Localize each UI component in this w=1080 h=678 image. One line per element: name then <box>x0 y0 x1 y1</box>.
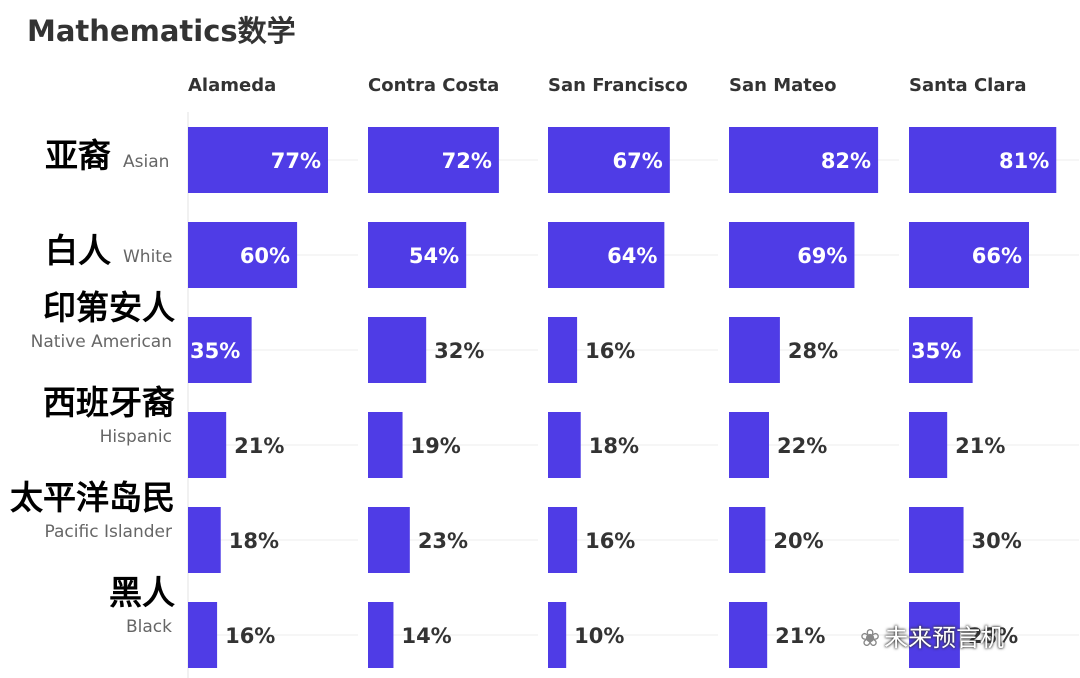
bar-value-label: 21% <box>234 434 284 458</box>
bar-value-label: 35% <box>911 339 961 363</box>
bar <box>368 222 467 288</box>
bar-value-label: 72% <box>442 149 492 173</box>
bar <box>729 317 780 383</box>
bar <box>729 127 879 193</box>
bar-value-label: 14% <box>401 624 451 648</box>
category-label-en: Hispanic <box>100 427 172 447</box>
bar <box>548 127 670 193</box>
bar <box>188 222 298 288</box>
bar-value-label: 64% <box>607 244 657 268</box>
bar-value-label: 18% <box>589 434 639 458</box>
bar <box>548 602 567 668</box>
bar-value-label: 28% <box>788 339 838 363</box>
bar <box>368 317 427 383</box>
watermark: ❀ 未来预言机 <box>860 618 1004 653</box>
bar-value-label: 66% <box>972 244 1022 268</box>
county-label: San Francisco <box>548 75 688 96</box>
bar-value-label: 77% <box>271 149 321 173</box>
bar-value-label: 21% <box>775 624 825 648</box>
category-label-zh: 白人 <box>45 231 111 270</box>
bar-value-label: 30% <box>972 529 1022 553</box>
bar-value-label: 16% <box>225 624 275 648</box>
category-label-zh: 黑人 <box>109 573 175 612</box>
bar <box>368 507 410 573</box>
bar <box>729 412 769 478</box>
bar-value-label: 16% <box>585 529 635 553</box>
bar <box>548 412 581 478</box>
bar <box>368 127 499 193</box>
bar <box>729 602 768 668</box>
bar <box>909 317 973 383</box>
category-label-zh: 亚裔 <box>45 136 111 175</box>
bar <box>368 602 394 668</box>
category-label-en: Native American <box>31 332 172 352</box>
bar <box>909 222 1029 288</box>
wechat-icon: ❀ <box>860 624 881 652</box>
bar <box>188 507 221 573</box>
bar <box>368 412 403 478</box>
bar-value-label: 10% <box>574 624 624 648</box>
category-label-zh: 西班牙裔 <box>43 383 175 422</box>
category-label-zh: 太平洋岛民 <box>10 478 175 517</box>
bar <box>188 602 218 668</box>
county-label: San Mateo <box>729 75 836 96</box>
category-label-en: Asian <box>123 152 169 172</box>
bar <box>729 507 766 573</box>
bar-value-label: 69% <box>797 244 847 268</box>
bar-value-label: 21% <box>955 434 1005 458</box>
bar-value-label: 81% <box>999 149 1049 173</box>
bar-value-label: 16% <box>585 339 635 363</box>
county-label: Contra Costa <box>368 75 499 96</box>
bar-value-label: 28% <box>968 624 1018 648</box>
bar-value-label: 82% <box>821 149 871 173</box>
bar <box>548 317 578 383</box>
bar-value-label: 19% <box>411 434 461 458</box>
bar <box>188 412 227 478</box>
bar-value-label: 67% <box>613 149 663 173</box>
bar-value-label: 18% <box>229 529 279 553</box>
category-label-en: Black <box>126 617 172 637</box>
category-label-en: Pacific Islander <box>45 522 172 542</box>
bar <box>909 602 960 668</box>
bar <box>729 222 855 288</box>
watermark-text: 未来预言机 <box>884 624 1005 652</box>
chart-title: Mathematics数学 <box>27 14 296 48</box>
bar <box>548 507 578 573</box>
bar-value-label: 60% <box>240 244 290 268</box>
bar-value-label: 54% <box>409 244 459 268</box>
bar <box>188 127 328 193</box>
bar <box>909 127 1057 193</box>
bar <box>188 317 252 383</box>
county-label: Santa Clara <box>909 75 1027 96</box>
bar-value-label: 35% <box>190 339 240 363</box>
category-label-en: White <box>123 247 172 267</box>
bar <box>909 507 964 573</box>
bar <box>548 222 665 288</box>
bar-value-label: 23% <box>418 529 468 553</box>
bar-value-label: 22% <box>777 434 827 458</box>
bar-value-label: 32% <box>434 339 484 363</box>
category-label-zh: 印第安人 <box>43 288 175 327</box>
bar-value-label: 20% <box>773 529 823 553</box>
county-label: Alameda <box>188 75 276 96</box>
bar <box>909 412 948 478</box>
